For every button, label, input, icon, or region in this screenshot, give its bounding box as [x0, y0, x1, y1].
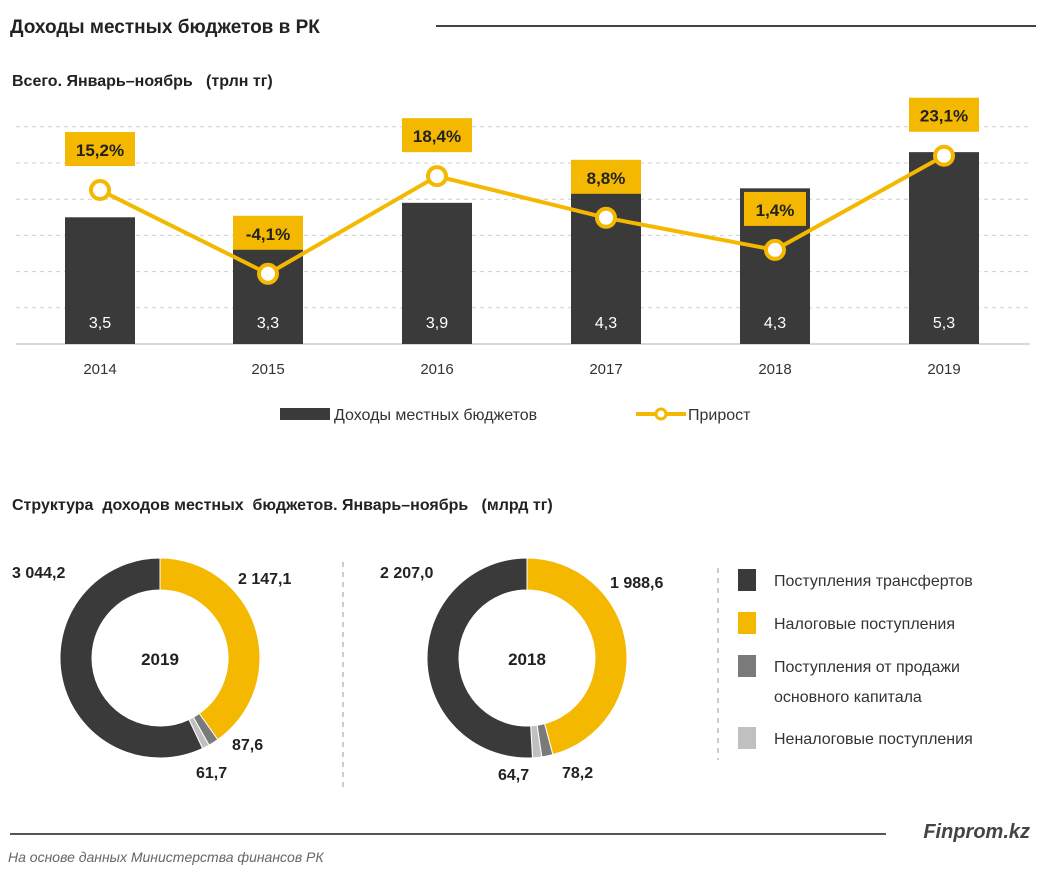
growth-label: 15,2% [76, 141, 124, 160]
donut-center-label: 2019 [141, 650, 179, 669]
legend-label-line: Прирост [688, 407, 751, 424]
donut-center-label: 2018 [508, 650, 546, 669]
bar-value-label: 3,5 [89, 315, 111, 332]
growth-label: 1,4% [756, 201, 795, 220]
legend-swatch [738, 612, 756, 634]
growth-line [99, 153, 945, 277]
bar-chart-title: Всего. Январь–ноябрь (трлн тг) [12, 73, 273, 90]
legend-label: Налоговые поступления [774, 616, 955, 633]
legend-label: Неналоговые поступления [774, 731, 973, 748]
growth-marker [933, 144, 955, 167]
donut-value-label: 64,7 [498, 767, 529, 784]
bar [402, 202, 472, 344]
bar-value-label: 4,3 [764, 315, 786, 332]
x-tick-label: 2016 [420, 361, 453, 378]
brand-logo: Finprom.kz [923, 821, 1030, 843]
donut-chart-title: Структура доходов местных бюджетов. Янва… [12, 497, 553, 514]
growth-label: 8,8% [587, 169, 626, 188]
page-title: Доходы местных бюджетов в РК [10, 17, 320, 38]
growth-label-box [744, 191, 806, 226]
growth-marker [595, 206, 617, 229]
bar [65, 217, 135, 344]
donut-value-label: 2 147,1 [238, 571, 291, 588]
growth-label-box [909, 97, 979, 132]
legend-swatch [738, 655, 756, 677]
growth-marker [764, 238, 786, 261]
legend-swatch [738, 569, 756, 591]
legend-label-bars: Доходы местных бюджетов [334, 407, 537, 424]
x-tick-label: 2017 [589, 361, 622, 378]
bar-value-label: 4,3 [595, 315, 617, 332]
bar [909, 152, 979, 344]
growth-label: 23,1% [920, 107, 968, 126]
donut-value-label: 3 044,2 [12, 565, 65, 582]
donut-slice [159, 557, 261, 741]
growth-marker [257, 262, 279, 285]
growth-marker [426, 165, 448, 188]
donut-slice [59, 557, 204, 759]
legend-marker-line [654, 407, 668, 421]
x-tick-label: 2019 [927, 361, 960, 378]
growth-label-box [571, 159, 641, 194]
donut-slice [526, 557, 628, 756]
x-tick-label: 2014 [83, 361, 116, 378]
growth-label: 18,4% [413, 127, 461, 146]
x-tick-label: 2018 [758, 361, 791, 378]
donut-value-label: 78,2 [562, 765, 593, 782]
donut-value-label: 2 207,0 [380, 565, 433, 582]
growth-label-box [65, 132, 135, 167]
bar-value-label: 3,3 [257, 315, 279, 332]
donut-value-label: 87,6 [232, 737, 263, 754]
legend-swatch-bars [280, 408, 330, 420]
growth-label-box [402, 118, 472, 153]
x-tick-label: 2015 [251, 361, 284, 378]
growth-label-box [233, 215, 303, 250]
growth-marker [89, 179, 111, 202]
legend-label: Поступления от продажи [774, 659, 960, 676]
bar-legend: Доходы местных бюджетов Прирост [280, 407, 751, 424]
donut-value-label: 61,7 [196, 765, 227, 782]
legend-label: Поступления трансфертов [774, 573, 973, 590]
growth-label: -4,1% [246, 225, 290, 244]
donut-slice [426, 557, 533, 759]
legend-swatch [738, 727, 756, 749]
bar-value-label: 5,3 [933, 315, 955, 332]
legend-label: основного капитала [774, 689, 922, 706]
source-note: На основе данных Министерства финансов Р… [8, 849, 324, 865]
donut-value-label: 1 988,6 [610, 575, 663, 592]
bar-value-label: 3,9 [426, 315, 448, 332]
